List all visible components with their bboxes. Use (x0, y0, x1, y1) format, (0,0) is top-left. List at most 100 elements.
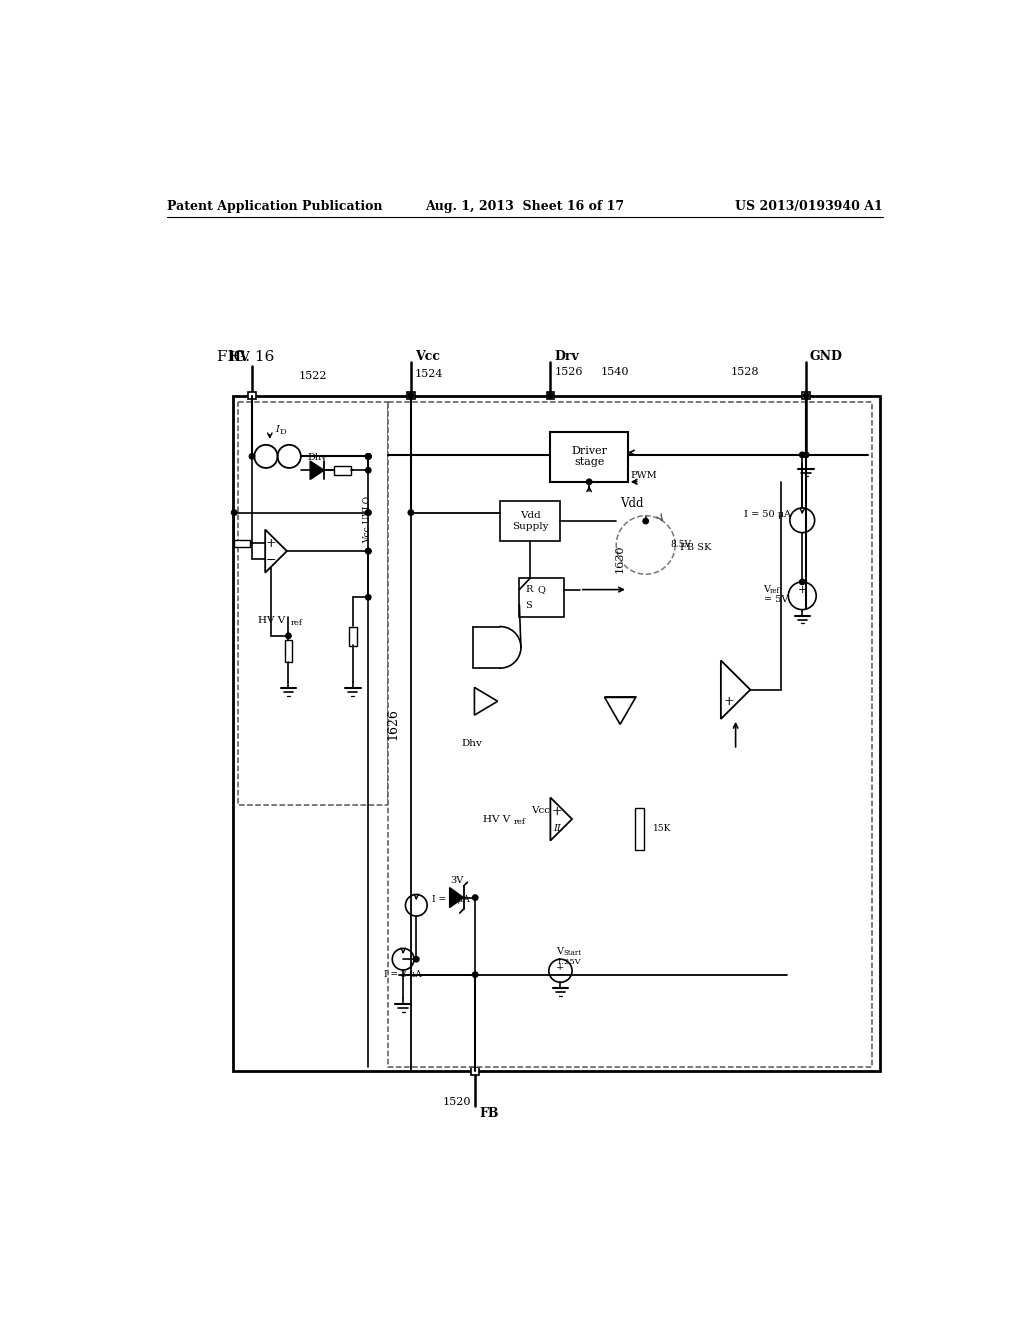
Bar (407, 392, 415, 400)
Text: Driver
stage: Driver stage (571, 446, 607, 467)
Bar (285, 640, 292, 663)
Text: FB SK: FB SK (680, 543, 712, 552)
Bar (519, 578, 564, 616)
Circle shape (409, 393, 414, 399)
Text: 1626: 1626 (386, 708, 399, 739)
Polygon shape (474, 688, 498, 715)
Text: Vcc: Vcc (415, 350, 439, 363)
Text: Vdd: Vdd (621, 496, 644, 510)
Text: 1526: 1526 (554, 367, 583, 378)
Text: +: + (551, 805, 562, 818)
Text: R: R (525, 585, 532, 594)
Text: I = 3 μA: I = 3 μA (432, 895, 470, 904)
Text: I: I (275, 425, 280, 434)
Bar (500, 502, 560, 541)
Text: Vcc UVLO: Vcc UVLO (364, 496, 372, 544)
Bar (388, 401, 872, 1067)
Text: I = 3 μA: I = 3 μA (384, 970, 422, 979)
Text: PWM: PWM (630, 471, 656, 480)
Circle shape (366, 454, 371, 459)
Text: 1528: 1528 (731, 367, 760, 378)
Circle shape (366, 454, 371, 459)
Text: 1520: 1520 (442, 1097, 471, 1106)
Circle shape (409, 393, 414, 399)
Text: +: + (723, 694, 734, 708)
Text: 1524: 1524 (415, 370, 443, 379)
Circle shape (548, 393, 553, 399)
Text: +: + (556, 964, 564, 972)
Circle shape (800, 579, 805, 585)
Circle shape (366, 510, 371, 515)
Circle shape (366, 510, 371, 515)
Bar (349, 627, 356, 645)
Circle shape (366, 454, 371, 459)
Text: 1540: 1540 (601, 367, 630, 378)
Bar (248, 392, 256, 400)
Text: Patent Application Publication: Patent Application Publication (167, 201, 382, 214)
Circle shape (231, 510, 237, 515)
Bar (234, 540, 250, 548)
Bar (802, 392, 810, 400)
Circle shape (286, 634, 291, 639)
Text: Dhv: Dhv (307, 453, 327, 462)
Text: Drv: Drv (554, 350, 579, 363)
Circle shape (249, 454, 255, 459)
Bar (471, 1067, 479, 1074)
Text: −: − (266, 554, 276, 566)
Text: 1630: 1630 (615, 545, 625, 573)
Circle shape (643, 519, 648, 524)
Circle shape (472, 895, 478, 900)
Text: Start: Start (563, 949, 582, 957)
Text: Q: Q (538, 585, 546, 594)
Polygon shape (550, 797, 572, 841)
Circle shape (800, 453, 805, 458)
Circle shape (587, 479, 592, 484)
Circle shape (366, 594, 371, 601)
Circle shape (366, 467, 371, 473)
Text: +: + (798, 585, 807, 594)
Text: Vdd
Supply: Vdd Supply (512, 511, 549, 531)
Text: 15K: 15K (653, 824, 672, 833)
Text: V: V (557, 946, 563, 956)
Text: S: S (525, 601, 532, 610)
Bar (550, 432, 628, 482)
Text: 1522: 1522 (299, 371, 327, 380)
Bar (547, 392, 554, 400)
Text: ref: ref (770, 587, 780, 595)
Text: ref: ref (514, 818, 526, 826)
Circle shape (366, 454, 371, 459)
Text: −: − (556, 970, 565, 979)
Polygon shape (265, 529, 287, 573)
Circle shape (414, 957, 419, 962)
Text: 8.5V: 8.5V (671, 540, 691, 549)
Text: ref: ref (291, 619, 303, 627)
Polygon shape (721, 660, 751, 719)
Text: HV V: HV V (258, 616, 286, 624)
Text: GND: GND (810, 350, 843, 363)
Text: V: V (764, 585, 770, 594)
Text: US 2013/0193940 A1: US 2013/0193940 A1 (735, 201, 883, 214)
Bar (232, 396, 880, 1071)
Circle shape (804, 393, 809, 399)
Text: D: D (280, 428, 287, 436)
Polygon shape (604, 697, 636, 725)
Text: +: + (266, 537, 276, 550)
Bar (635, 808, 644, 850)
Text: 1.25V: 1.25V (557, 957, 582, 965)
Circle shape (366, 548, 371, 554)
Polygon shape (310, 461, 324, 479)
Text: Dhv: Dhv (461, 739, 482, 748)
Text: Vcc: Vcc (531, 807, 550, 814)
Text: Aug. 1, 2013  Sheet 16 of 17: Aug. 1, 2013 Sheet 16 of 17 (425, 201, 625, 214)
Circle shape (409, 510, 414, 515)
Text: HV V: HV V (483, 814, 510, 824)
Text: HV: HV (228, 351, 251, 363)
Text: I = 50 μA: I = 50 μA (744, 510, 792, 519)
Circle shape (804, 453, 809, 458)
Bar (334, 466, 351, 475)
Text: FB: FB (479, 1106, 499, 1119)
Text: = 5V: = 5V (764, 595, 787, 605)
Circle shape (366, 548, 371, 554)
Bar (238, 401, 388, 805)
Circle shape (472, 972, 478, 977)
